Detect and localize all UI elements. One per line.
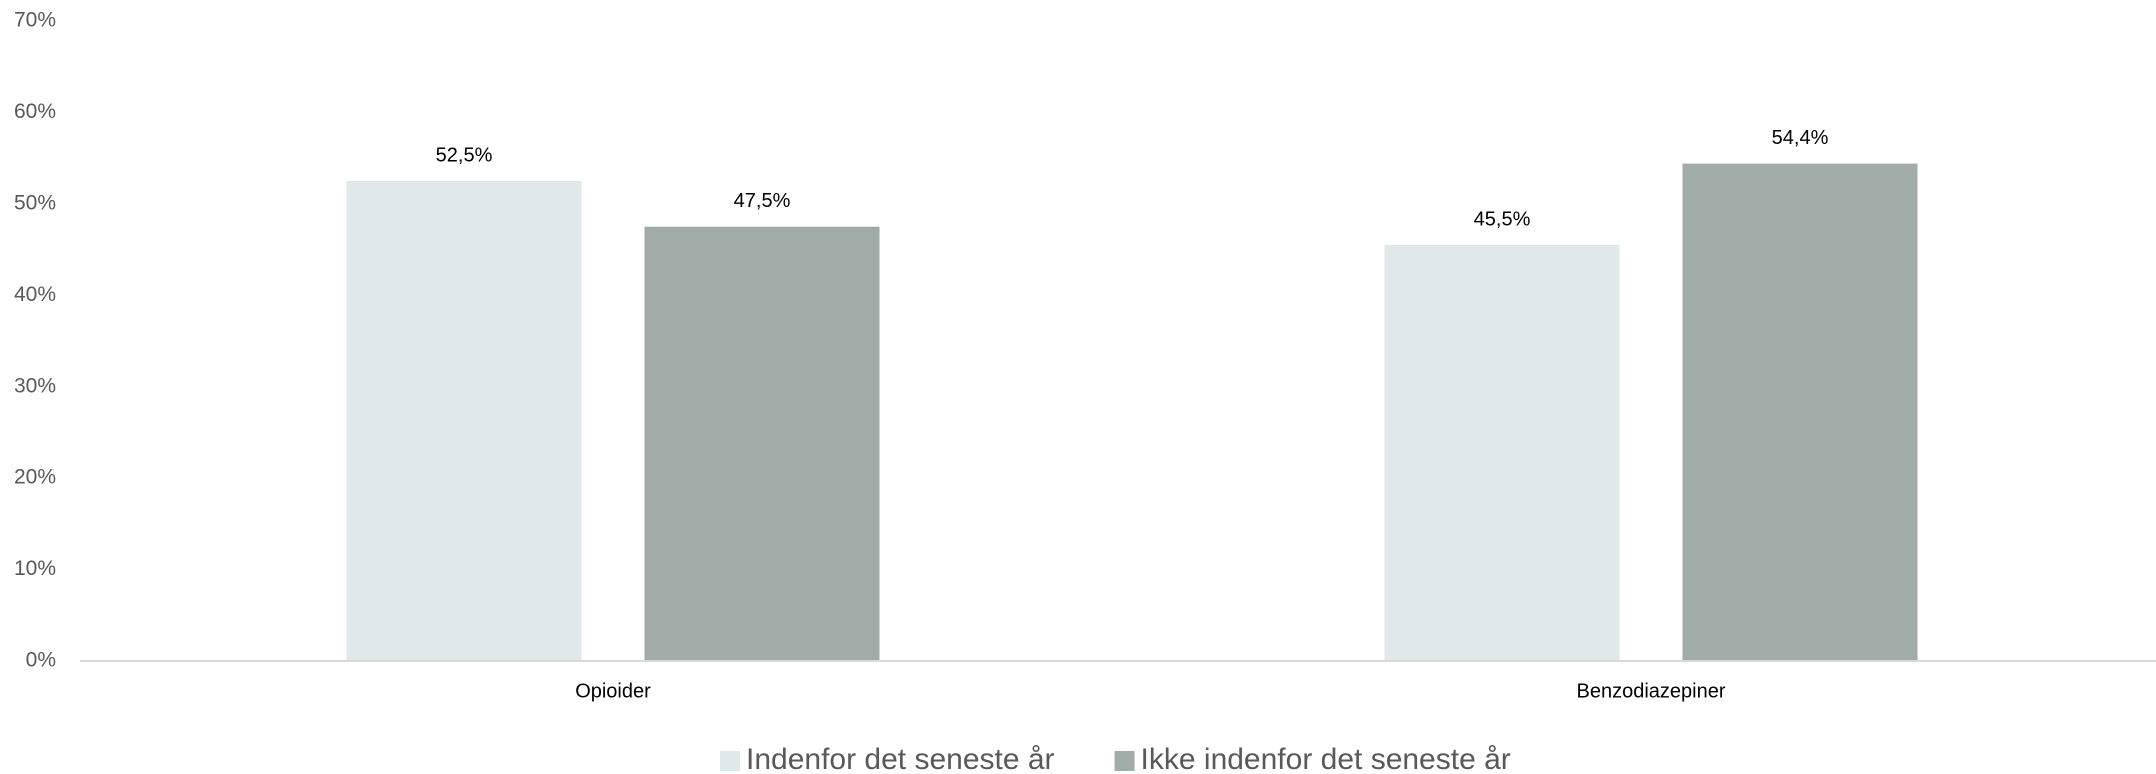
data-label: 47,5% bbox=[734, 190, 791, 212]
legend-label: Indenfor det seneste år bbox=[746, 743, 1055, 774]
x-tick-label: Opioider bbox=[575, 680, 651, 702]
y-tick-label: 10% bbox=[14, 557, 56, 580]
legend-swatch bbox=[720, 751, 740, 771]
data-label: 45,5% bbox=[1474, 208, 1531, 230]
bar bbox=[346, 181, 582, 661]
y-tick-label: 20% bbox=[14, 466, 56, 489]
data-label: 52,5% bbox=[436, 144, 493, 166]
bar bbox=[1682, 163, 1918, 661]
legend-label: Ikke indenfor det seneste år bbox=[1141, 743, 1511, 774]
bar bbox=[1384, 245, 1620, 661]
y-tick-label: 0% bbox=[26, 649, 56, 672]
y-tick-label: 70% bbox=[14, 9, 56, 32]
bar bbox=[644, 226, 880, 661]
y-tick-label: 40% bbox=[14, 283, 56, 306]
legend-swatch bbox=[1114, 751, 1135, 771]
x-tick-label: Benzodiazepiner bbox=[1577, 680, 1726, 702]
data-label: 54,4% bbox=[1772, 127, 1829, 149]
y-tick-label: 60% bbox=[14, 100, 56, 123]
y-tick-label: 50% bbox=[14, 191, 56, 214]
y-tick-label: 30% bbox=[14, 374, 56, 397]
